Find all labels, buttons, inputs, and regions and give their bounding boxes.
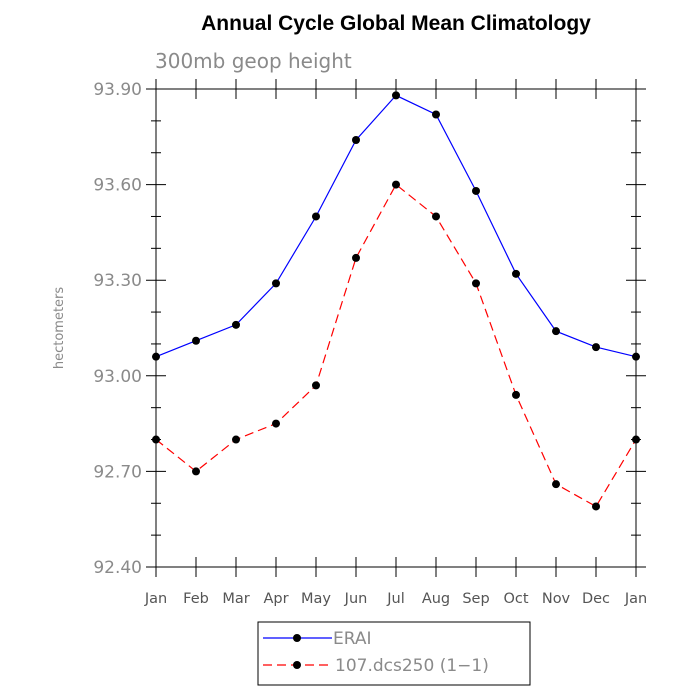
data-point-1-8 — [472, 279, 480, 288]
x-tick-label: Jan — [624, 591, 647, 607]
x-tick-label: Jun — [344, 591, 368, 607]
data-point-0-4 — [312, 212, 320, 221]
series-group — [152, 91, 640, 511]
axes — [146, 79, 646, 577]
x-tick-label: Apr — [263, 591, 288, 607]
data-point-1-4 — [312, 381, 320, 390]
legend-marker-erai — [293, 634, 301, 642]
data-point-1-1 — [192, 467, 200, 476]
data-point-0-1 — [192, 336, 200, 345]
legend-label-dcs250: 107.dcs250 (1−1) — [335, 656, 489, 676]
data-point-0-3 — [272, 279, 280, 288]
data-point-0-7 — [432, 110, 440, 119]
legend-box — [257, 621, 531, 686]
data-point-1-0 — [152, 435, 160, 444]
data-point-0-12 — [632, 352, 640, 361]
data-point-1-11 — [592, 502, 600, 511]
data-point-0-10 — [552, 327, 560, 336]
y-tick-label: 92.70 — [93, 462, 142, 482]
y-tick-label: 92.40 — [93, 558, 142, 578]
data-point-0-6 — [392, 91, 400, 100]
x-tick-label: Dec — [582, 591, 610, 607]
legend-label-erai: ERAI — [333, 629, 372, 649]
x-tick-label: Aug — [422, 591, 450, 607]
data-point-1-3 — [272, 419, 280, 428]
y-tick-label: 93.60 — [93, 176, 142, 196]
data-point-1-12 — [632, 435, 640, 444]
y-axis-label: hectometers — [52, 287, 67, 370]
chart-title: Annual Cycle Global Mean Climatology — [201, 12, 591, 35]
x-tick-label: May — [301, 591, 331, 607]
data-point-1-7 — [432, 212, 440, 221]
x-tick-label: Nov — [542, 591, 571, 607]
y-tick-labels: 92.40 92.70 93.00 93.30 93.60 93.90 — [93, 80, 142, 578]
data-point-0-0 — [152, 352, 160, 361]
x-tick-label: Oct — [503, 591, 528, 607]
data-point-0-2 — [232, 320, 240, 329]
data-point-0-11 — [592, 343, 600, 352]
data-point-0-9 — [512, 269, 520, 278]
y-tick-label: 93.00 — [93, 367, 142, 387]
data-point-1-2 — [232, 435, 240, 444]
data-point-0-5 — [352, 135, 360, 144]
x-tick-label: Mar — [222, 591, 249, 607]
x-tick-label: Jan — [144, 591, 167, 607]
data-point-1-10 — [552, 480, 560, 489]
x-tick-label: Sep — [462, 591, 489, 607]
x-tick-label: Feb — [183, 591, 209, 607]
data-point-0-8 — [472, 186, 480, 195]
x-tick-labels: Jan Feb Mar Apr May Jun Jul Aug Sep Oct Nov Dec Jan — [144, 591, 647, 607]
series-line-1 — [155, 183, 637, 508]
chart-subtitle: 300mb geop height — [155, 49, 352, 73]
legend-marker-dcs250 — [293, 661, 301, 669]
data-point-1-9 — [512, 390, 520, 399]
series-line-0 — [155, 94, 637, 358]
y-tick-label: 93.90 — [93, 80, 142, 100]
legend: ERAI 107.dcs250 (1−1) — [257, 621, 531, 686]
y-tick-label: 93.30 — [93, 271, 142, 291]
data-point-1-6 — [392, 180, 400, 189]
x-tick-label: Jul — [386, 591, 405, 607]
data-point-1-5 — [352, 253, 360, 262]
